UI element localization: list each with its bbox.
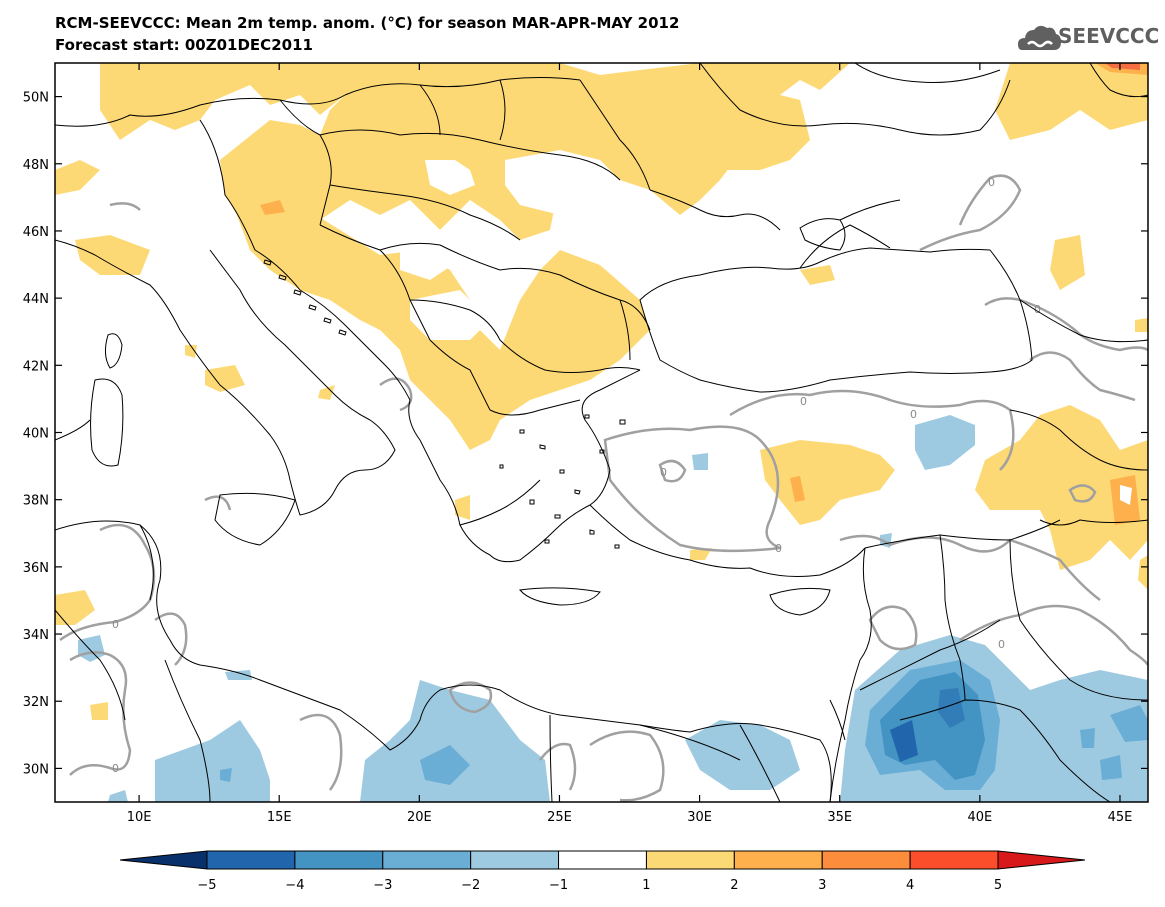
svg-text:0: 0	[1034, 303, 1041, 316]
lon-tick-label: 35E	[827, 810, 852, 825]
black-sea-coast	[639, 247, 1033, 393]
colorbar-right-triangle	[997, 850, 1086, 870]
lat-tick-label: 32N	[23, 695, 49, 710]
colorbar-label: 4	[906, 878, 914, 893]
lat-tick-label: 38N	[23, 494, 49, 509]
contour-labels: 0 0 0 0 0 0 0 0 0	[112, 176, 1041, 775]
colorbar-label: −2	[461, 878, 480, 893]
logo-text: SEEVCCC	[1058, 24, 1160, 48]
cyprus-coast	[769, 587, 831, 616]
svg-text:0: 0	[112, 762, 119, 775]
cold-anomaly-fields	[78, 415, 1148, 802]
colorbar-label: −5	[197, 878, 216, 893]
svg-text:0: 0	[775, 542, 782, 555]
svg-text:0: 0	[910, 408, 917, 421]
colorbar-label: −3	[373, 878, 392, 893]
lon-tick-label: 10E	[127, 810, 152, 825]
colorbar-segment	[470, 850, 560, 870]
corsica-coast	[104, 333, 123, 369]
lat-tick-label: 40N	[23, 427, 49, 442]
colorbar-segment	[206, 850, 296, 870]
colorbar-left-triangle	[119, 850, 208, 870]
lon-tick-label: 20E	[407, 810, 432, 825]
lon-tick-label: 15E	[267, 810, 292, 825]
map-plot-area: 0 0 0 0 0 0 0 0 0	[55, 63, 1148, 802]
colorbar-label: −1	[549, 878, 568, 893]
warm-anomaly-strong	[260, 63, 1148, 525]
svg-text:0: 0	[660, 466, 667, 479]
colorbar-segment	[294, 850, 384, 870]
sicily-coast	[214, 492, 296, 546]
crete-coast	[519, 587, 601, 606]
forecast-start: Forecast start: 00Z01DEC2011	[55, 36, 313, 54]
lat-tick-label: 36N	[23, 561, 49, 576]
colorbar-segment	[645, 850, 735, 870]
cloud-logo-icon	[1018, 25, 1061, 50]
svg-text:0: 0	[998, 638, 1005, 651]
colorbar-label: 1	[642, 878, 650, 893]
svg-text:0: 0	[988, 176, 995, 189]
colorbar-label: −4	[285, 878, 304, 893]
turkey-coast	[589, 504, 866, 577]
colorbar: −5 −4 −3 −2 −1 1 2 3 4 5	[119, 850, 1086, 893]
colorbar-label: 2	[730, 878, 738, 893]
lat-tick-label: 30N	[23, 762, 49, 777]
colorbar-segment	[558, 850, 647, 870]
coastlines-borders	[55, 63, 1148, 802]
colorbar-segment	[733, 850, 823, 870]
svg-text:0: 0	[112, 618, 119, 631]
lon-tick-label: 25E	[547, 810, 572, 825]
latitude-axis: 50N 48N 46N 44N 42N 40N 38N 36N 34N 32N 30N	[23, 91, 1148, 777]
svg-text:0: 0	[800, 395, 807, 408]
lon-tick-label: 30E	[687, 810, 712, 825]
lat-tick-label: 46N	[23, 225, 49, 240]
colorbar-label: 3	[818, 878, 826, 893]
sardinia-coast	[90, 378, 124, 467]
africa-coast	[55, 520, 832, 802]
longitude-axis: 10E 15E 20E 25E 30E 35E 40E 45E	[127, 63, 1133, 825]
colorbar-segment	[382, 850, 472, 870]
lat-tick-label: 44N	[23, 292, 49, 307]
italy-coast	[55, 239, 396, 516]
colorbar-label: 5	[994, 878, 1002, 893]
colorbar-segment	[909, 850, 999, 870]
lat-tick-label: 50N	[23, 91, 49, 106]
lon-tick-label: 40E	[967, 810, 992, 825]
lat-tick-label: 48N	[23, 158, 49, 173]
map-title: RCM-SEEVCCC: Mean 2m temp. anom. (°C) fo…	[55, 14, 680, 32]
colorbar-segment	[821, 850, 911, 870]
lat-tick-label: 42N	[23, 359, 49, 374]
lat-tick-label: 34N	[23, 628, 49, 643]
lon-tick-label: 45E	[1108, 810, 1133, 825]
